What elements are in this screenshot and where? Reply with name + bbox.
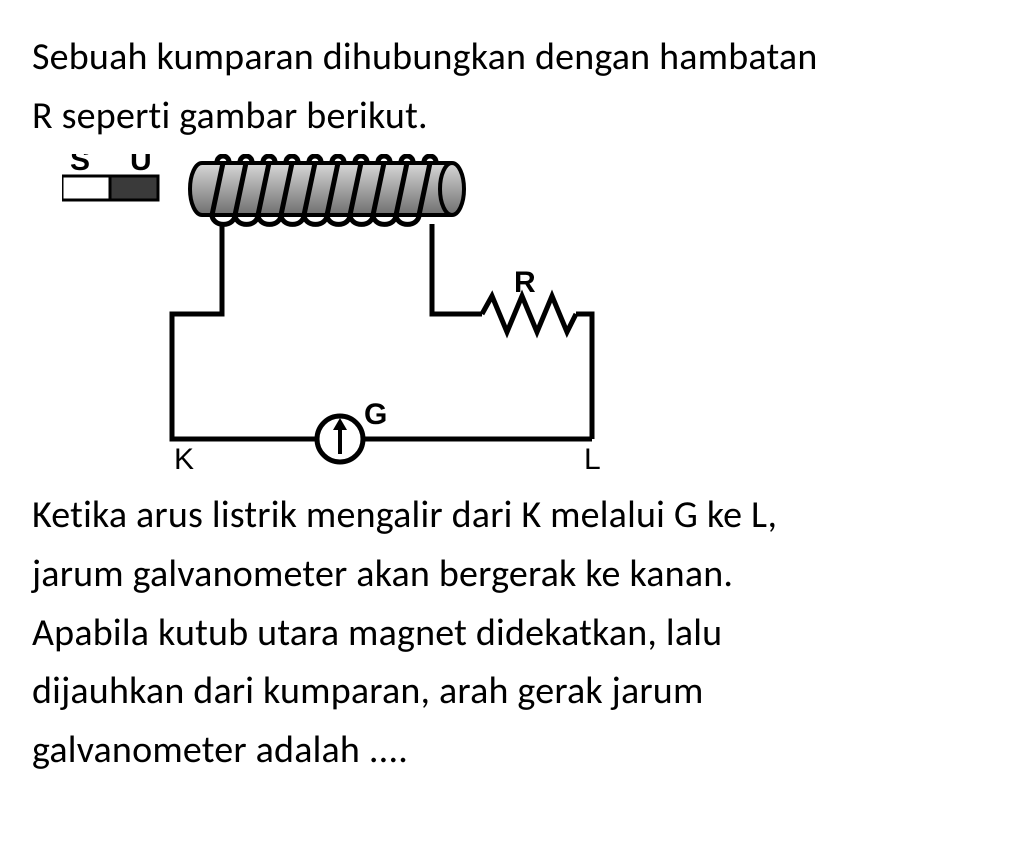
wire-left-to-g: [172, 259, 317, 439]
line-b4: dijauhkan dari kumparan, arah gerak jaru…: [32, 668, 704, 714]
circuit-diagram: S U: [62, 154, 662, 474]
label-s: S: [70, 154, 90, 177]
line-b2: jarum galvanometer akan bergerak ke kana…: [32, 551, 733, 597]
magnet-north-pole: [110, 176, 158, 200]
line-b3: Apabila kutub utara magnet didekatkan, l…: [32, 610, 722, 656]
label-r: R: [514, 266, 536, 299]
label-g: G: [364, 398, 387, 431]
paragraph-bottom: Ketika arus listrik mengalir dari K mela…: [32, 486, 983, 780]
label-l: L: [584, 443, 601, 474]
line-1: Sebuah kumparan dihubungkan dengan hamba…: [32, 34, 818, 80]
wire-to-resistor: [432, 259, 482, 314]
paragraph-top: Sebuah kumparan dihubungkan dengan hamba…: [32, 28, 983, 146]
resistor: [482, 296, 576, 332]
label-u: U: [130, 154, 152, 177]
label-k: K: [174, 443, 194, 474]
magnet-south-pole: [62, 176, 110, 200]
line-b1: Ketika arus listrik mengalir dari K mela…: [32, 492, 777, 538]
line-2: R seperti gambar berikut.: [32, 93, 428, 139]
line-b5: galvanometer adalah ....: [32, 727, 408, 773]
wire-resistor-to-l: [576, 314, 592, 439]
coil-end-right: [440, 163, 464, 215]
